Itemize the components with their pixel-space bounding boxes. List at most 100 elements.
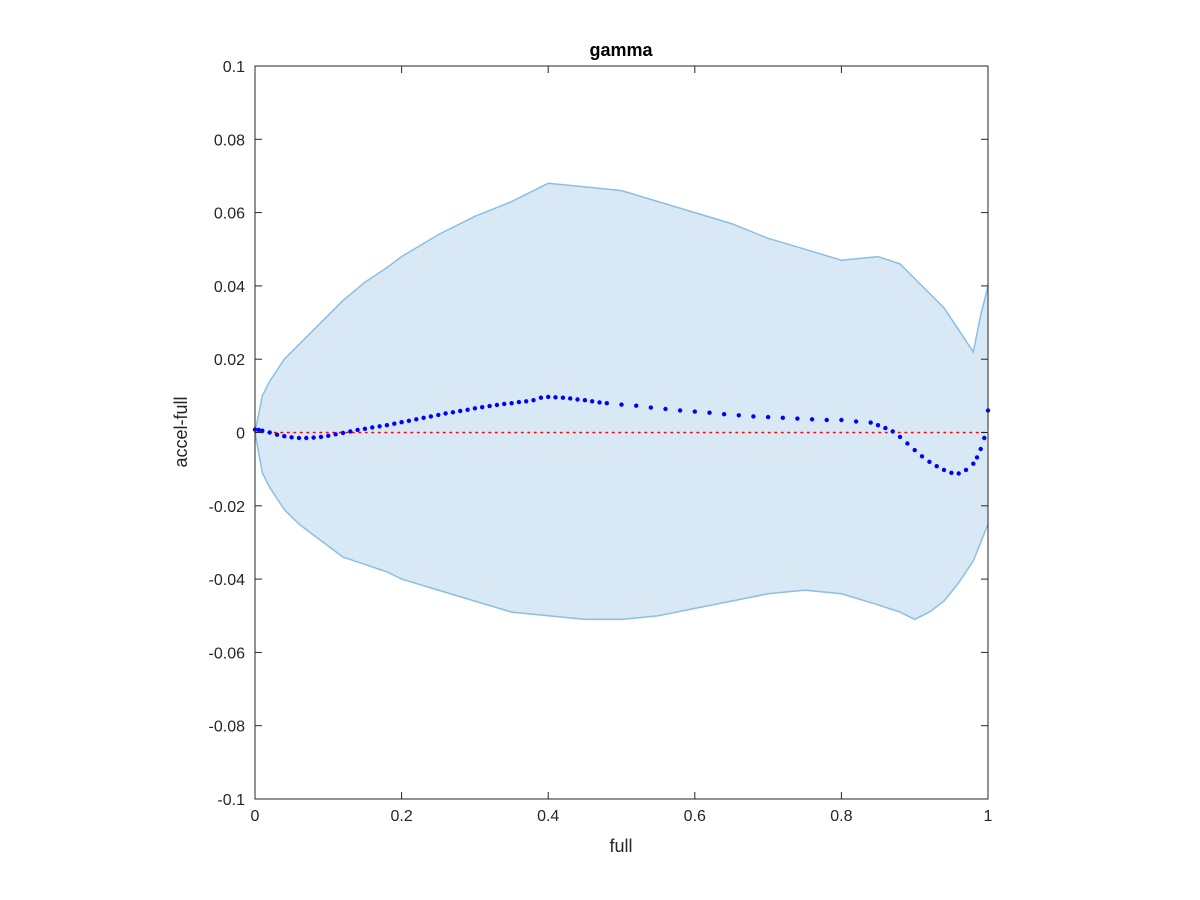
confidence-band: [254, 182, 989, 621]
data-point: [428, 414, 434, 419]
data-point: [912, 447, 917, 453]
data-point: [853, 419, 859, 424]
data-point: [524, 399, 529, 404]
data-point: [274, 432, 280, 437]
y-tick-label: 0.04: [214, 279, 245, 296]
data-point: [311, 435, 316, 440]
y-tick-label: -0.04: [209, 572, 246, 589]
x-tick-label: 0.6: [684, 808, 706, 825]
y-tick-label: 0.1: [223, 59, 245, 76]
data-point: [392, 421, 397, 426]
data-point: [282, 434, 287, 439]
data-point: [399, 420, 404, 425]
data-point: [340, 430, 346, 436]
data-point: [949, 470, 954, 475]
band-lower-edge: [254, 432, 989, 621]
data-point: [575, 397, 580, 402]
data-point: [406, 418, 412, 423]
data-point: [256, 427, 261, 433]
data-point: [450, 410, 456, 415]
data-point: [974, 455, 980, 460]
data-point: [619, 402, 624, 407]
data-point: [260, 428, 265, 433]
data-point: [905, 441, 910, 446]
band-upper-edge: [254, 182, 989, 433]
data-point: [663, 406, 668, 412]
data-point: [590, 399, 595, 404]
data-point: [780, 415, 785, 420]
data-points: [252, 394, 991, 476]
data-point: [604, 401, 609, 406]
data-point: [956, 471, 961, 476]
axes: 0 0.2 0.4 0.6 0.8 1 -0.1 -0.08 -0.06 -0.04 -0.02 0 0…: [209, 59, 993, 825]
data-point: [267, 430, 272, 435]
data-point: [502, 401, 507, 407]
data-point: [377, 424, 382, 429]
data-point: [421, 415, 426, 420]
x-tick-label: 0.2: [390, 808, 412, 825]
data-point: [516, 399, 522, 405]
data-point: [458, 408, 463, 414]
y-tick-label: 0: [236, 426, 245, 443]
data-point: [531, 398, 536, 403]
data-point: [597, 400, 602, 405]
data-point: [677, 408, 683, 413]
data-point: [795, 416, 800, 421]
band-fill: [255, 183, 988, 620]
data-point: [546, 394, 551, 400]
data-point: [494, 402, 500, 408]
data-point: [919, 454, 925, 459]
y-tick-label: 0.08: [214, 132, 245, 149]
data-point: [634, 403, 639, 408]
data-point: [348, 429, 353, 434]
data-point: [355, 427, 360, 433]
y-tick-label: 0.06: [214, 206, 245, 223]
data-point: [839, 417, 844, 423]
y-tick-label: -0.1: [217, 792, 245, 809]
data-point: [692, 409, 697, 414]
data-point: [982, 435, 987, 441]
data-point: [333, 432, 338, 437]
data-point: [465, 407, 470, 412]
data-point: [941, 467, 947, 473]
x-tick-label: 0.4: [537, 808, 559, 825]
data-point: [765, 414, 771, 420]
data-point: [304, 435, 309, 441]
y-tick-label: 0.02: [214, 352, 245, 369]
data-point: [318, 434, 324, 440]
data-point: [414, 417, 419, 422]
data-point: [890, 429, 895, 434]
data-point: [934, 464, 939, 469]
data-point: [963, 467, 969, 473]
y-axis-label: accel-full: [171, 396, 191, 467]
data-point: [553, 395, 558, 400]
data-point: [289, 435, 294, 440]
data-point: [978, 446, 983, 452]
x-tick-label: 0.8: [830, 808, 852, 825]
data-point: [809, 417, 815, 422]
x-tick-label: 1: [984, 808, 993, 825]
data-point: [436, 412, 441, 418]
data-point: [362, 426, 368, 431]
data-point: [472, 406, 478, 411]
data-point: [883, 425, 888, 431]
data-point: [443, 411, 448, 416]
data-point: [897, 434, 903, 440]
data-point: [707, 410, 712, 415]
data-point: [560, 395, 566, 400]
data-point: [568, 396, 573, 401]
data-point: [296, 435, 302, 441]
data-point: [326, 433, 331, 438]
y-tick-label: -0.08: [209, 719, 246, 736]
data-point: [824, 417, 829, 423]
data-point: [875, 423, 881, 428]
data-point: [538, 395, 544, 400]
data-point: [509, 401, 514, 406]
data-point: [480, 405, 485, 410]
data-point: [736, 413, 741, 418]
data-point: [582, 398, 588, 403]
data-point: [751, 414, 756, 419]
chart-title: gamma: [589, 40, 653, 60]
